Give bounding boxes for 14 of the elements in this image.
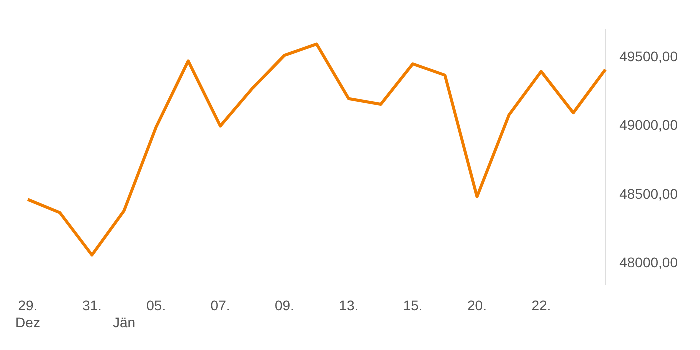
y-tick-label: 48500,00: [620, 186, 678, 202]
x-tick-label: 15.: [403, 298, 423, 314]
x-tick-label: 05.: [146, 298, 166, 314]
x-tick-label: 13.: [339, 298, 359, 314]
x-tick-label: 29. Dez: [16, 298, 40, 330]
x-tick-label: 07.: [210, 298, 230, 314]
x-tick-label: 09.: [274, 298, 294, 314]
x-tick-label: 22.: [532, 298, 552, 314]
y-tick-label: 49000,00: [620, 117, 678, 134]
y-tick-label: 48000,00: [620, 254, 678, 271]
x-tick-label: 20.: [468, 298, 487, 314]
x-tick-label: 31.: [82, 298, 102, 314]
y-tick-label: 49500,00: [620, 48, 678, 64]
x-tick-label: Jän: [112, 314, 136, 330]
